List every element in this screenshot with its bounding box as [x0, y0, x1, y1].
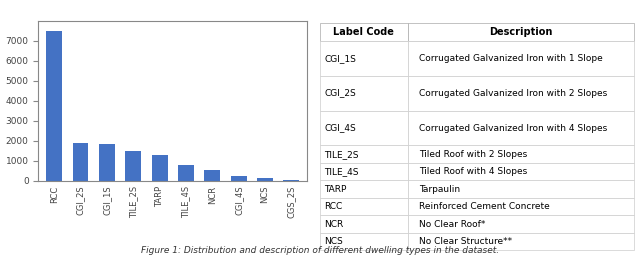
Bar: [152, 155, 168, 181]
Bar: [73, 143, 88, 181]
Bar: [178, 165, 194, 181]
Bar: [204, 170, 220, 181]
Text: Figure 1: Distribution and description of different dwelling types in the datase: Figure 1: Distribution and description o…: [141, 246, 499, 255]
Bar: [46, 31, 62, 181]
Bar: [125, 151, 141, 181]
Bar: [284, 180, 300, 181]
Bar: [231, 176, 246, 181]
Bar: [257, 178, 273, 181]
Bar: [99, 144, 115, 181]
